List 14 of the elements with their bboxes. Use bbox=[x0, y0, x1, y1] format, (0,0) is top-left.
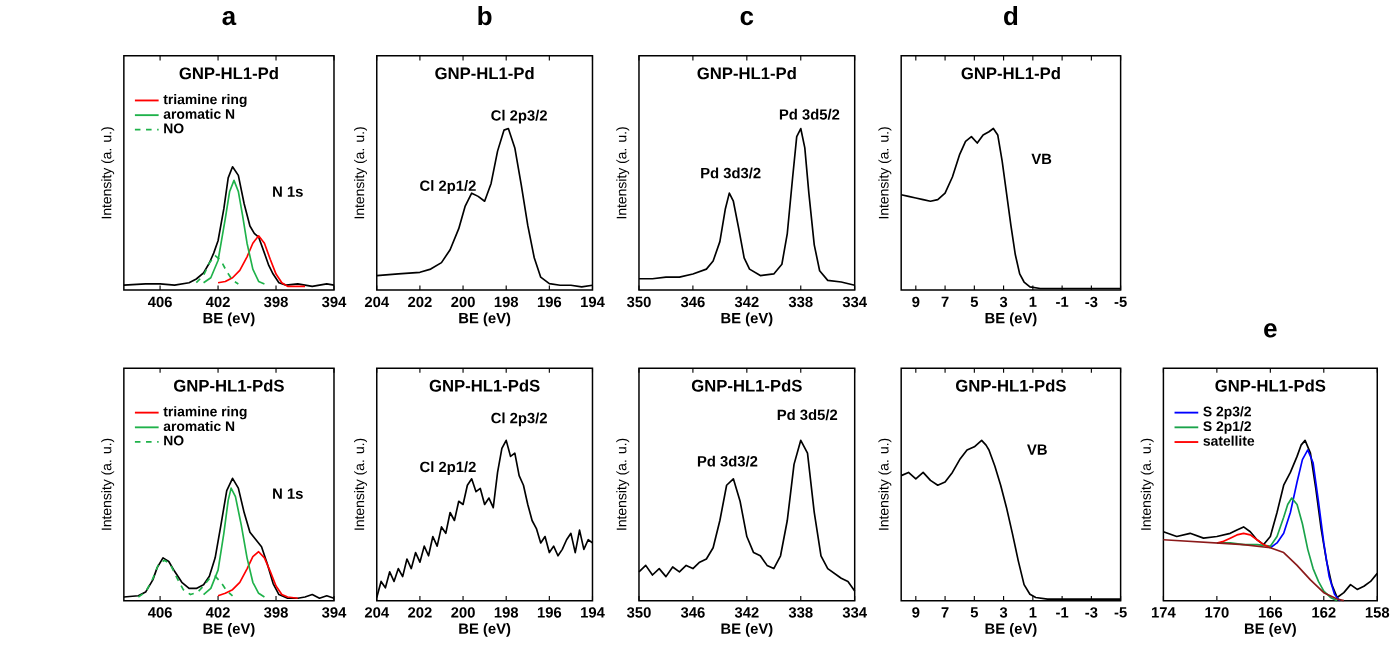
chart-subtitle: GNP-HL1-PdS bbox=[1215, 379, 1326, 392]
chart-subtitle: GNP-HL1-Pd bbox=[435, 67, 534, 80]
chart-subtitle: GNP-HL1-PdS bbox=[691, 379, 802, 392]
chart-title: d bbox=[1004, 6, 1018, 26]
chart-title: b bbox=[478, 6, 492, 26]
chart-subtitle: GNP-HL1-PdS bbox=[174, 379, 284, 392]
chart-subtitle: GNP-HL1-Pd bbox=[697, 67, 796, 80]
chart-title: e bbox=[1264, 323, 1277, 338]
chart-subtitle: GNP-HL1-PdS bbox=[429, 379, 540, 392]
chart-subtitle: GNP-HL1-PdS bbox=[956, 379, 1066, 392]
chart-title: c bbox=[740, 11, 754, 26]
chart-subtitle: GNP-HL1-Pd bbox=[179, 67, 278, 80]
chart-subtitle: GNP-HL1-Pd bbox=[961, 67, 1060, 80]
chart-title: a bbox=[222, 11, 237, 26]
